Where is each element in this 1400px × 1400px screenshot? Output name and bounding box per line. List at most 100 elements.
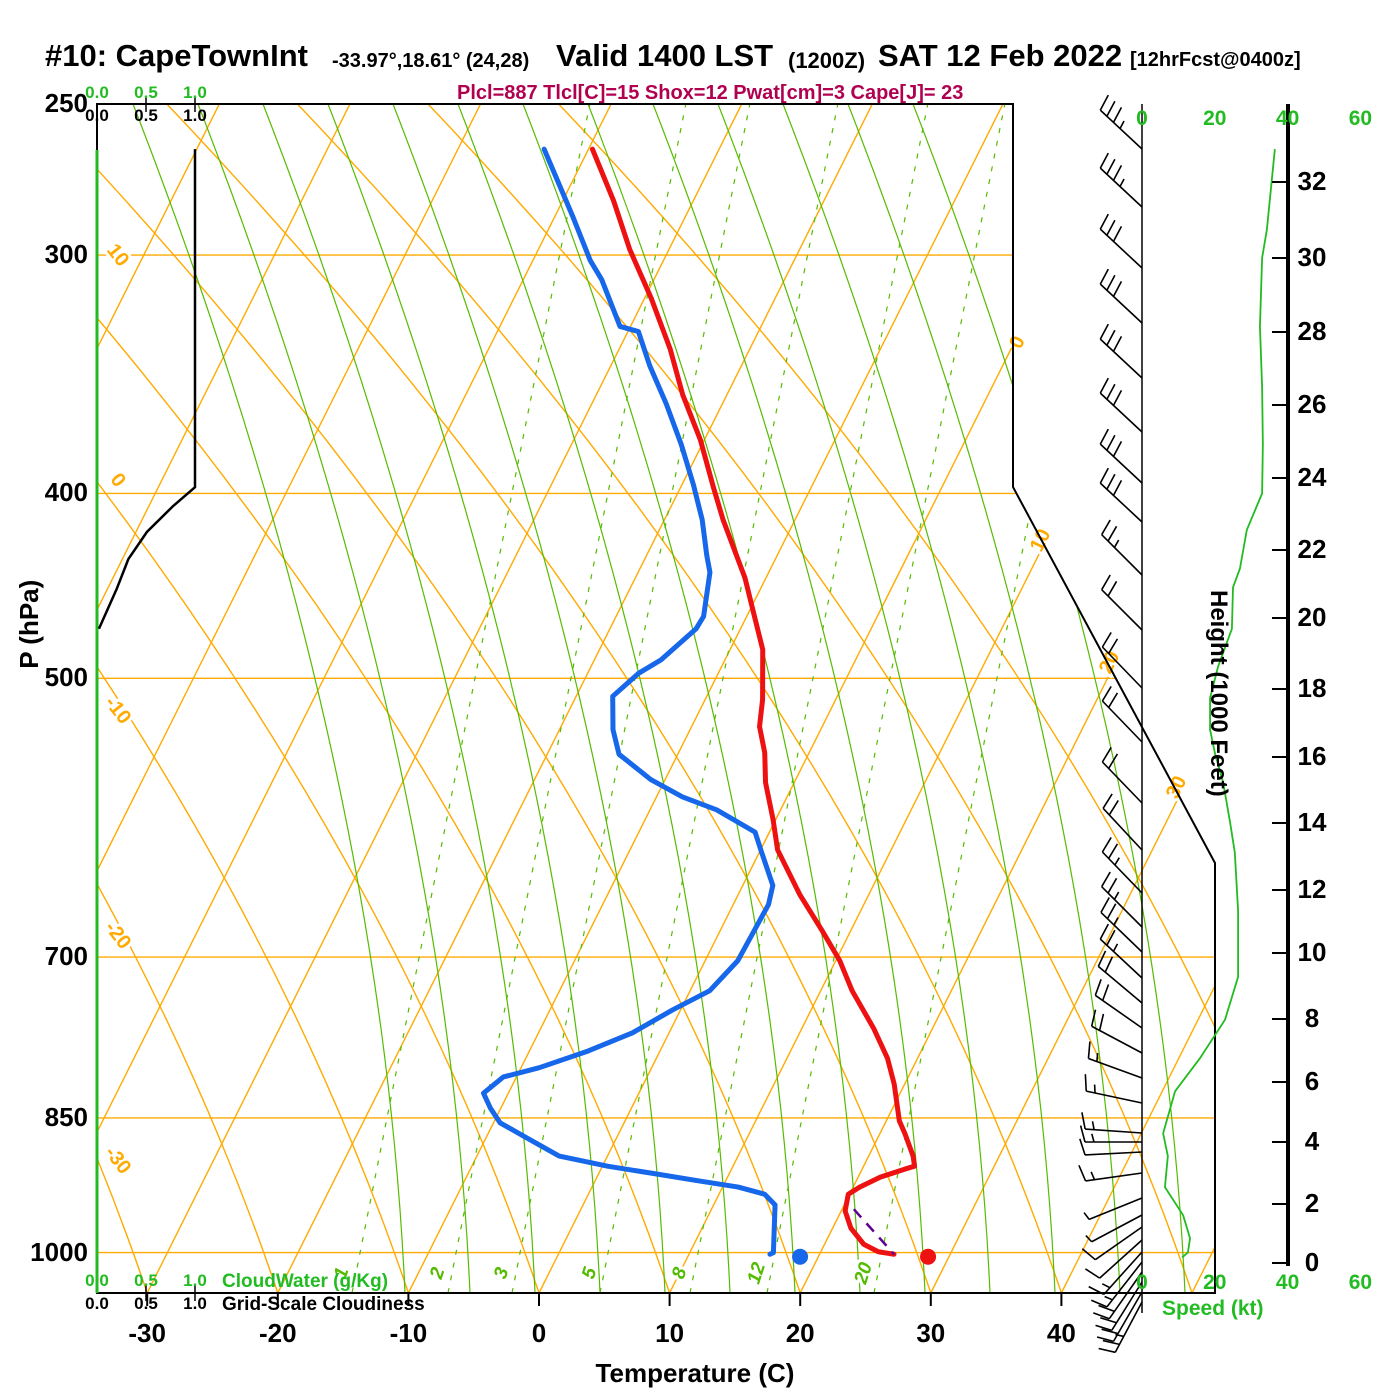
temperature-tick-label: 30 [916,1318,946,1348]
wind-barb [1081,1112,1143,1134]
wind-barbs [1078,94,1143,1354]
height-tick-label: 4 [1304,1126,1320,1156]
cloudwater-scale-tick-top: 1.0 [183,83,207,102]
wind-barb [1090,1009,1143,1054]
height-tick-label: 0 [1304,1247,1320,1277]
height-tick-label: 16 [1297,741,1327,771]
moist-adiabat-line [132,104,406,1293]
isotherm-line [277,104,873,1293]
moist-adiabat-line [782,104,1056,1293]
temperature-tick-label: -20 [259,1318,297,1348]
dry-adiabat-line [166,104,932,1293]
zulu-time: (1200Z) [788,48,866,73]
height-tick-label: 28 [1297,316,1327,346]
temperature-tick-label: -30 [128,1318,166,1348]
moist-adiabat-line [392,104,666,1293]
isotherm-line [97,104,220,1293]
speed-tick-label-bottom: 20 [1203,1271,1227,1294]
cloudwater-scale-tick-bottom: 0.5 [134,1271,158,1290]
isotherm-line [97,104,612,1293]
speed-tick-label-bottom: 0 [1136,1271,1148,1294]
dewpoint-curve [480,146,778,1257]
wind-barb [1099,323,1143,379]
cloudiness-scale-tick-bottom: 1.0 [183,1294,207,1313]
wind-barb [1095,1281,1143,1332]
height-tick-label: 32 [1297,166,1327,196]
wind-barb [1100,897,1143,953]
wind-barb [1081,1226,1143,1261]
temperature-tick-label: -10 [389,1318,428,1348]
height-tick-label: 6 [1304,1066,1320,1096]
height-tick-label: 10 [1297,937,1327,967]
wind-barb [1084,1074,1143,1104]
temperature-curve [589,146,918,1257]
cloudwater-scale-tick-top: 0.5 [134,83,158,102]
wind-barb [1078,1164,1143,1182]
cloudwater-scale-tick-top: 0.0 [85,83,109,102]
pressure-tick-label: 250 [44,88,88,118]
moist-adiabat-line [587,104,861,1293]
wind-barb [1101,574,1143,631]
pressure-tick-label: 300 [44,239,88,270]
wind-barb [1101,519,1143,576]
cloudiness-scale-tick-top: 0.0 [85,106,109,125]
wind-barb [1090,1261,1143,1308]
wind-barb [1087,1041,1143,1079]
cloudiness-scale-tick-bottom: 0.5 [134,1294,158,1313]
cloudwater-scale-tick-bottom: 0.0 [85,1271,109,1290]
valid-date: SAT 12 Feb 2022 [878,38,1123,73]
wind-barb [1098,1301,1143,1354]
sounding-parameters: Plcl=887 Tlcl[C]=15 Shox=12 Pwat[cm]=3 C… [457,82,964,104]
temperature-surface-dot [920,1248,937,1265]
moist-adiabat-line [847,104,1121,1293]
pressure-tick-label: 500 [44,662,88,693]
dry-adiabat-line [97,104,410,1293]
wind-barb [1084,1239,1143,1279]
moist-adiabat-line [262,104,536,1293]
speed-tick-label-top: 60 [1348,107,1373,130]
cloudiness-scale-title: Grid-Scale Cloudiness [222,1294,425,1315]
pressure-tick-label: 700 [44,941,88,972]
temperature-tick-label: 20 [785,1318,815,1348]
moist-adiabat-line [912,104,1186,1293]
isotherm-line [97,104,482,1293]
cloudiness-scale-tick-bottom: 0.0 [85,1294,109,1313]
wind-barb [1079,1125,1142,1143]
wind-barb [1083,1197,1143,1221]
height-tick-label: 24 [1297,462,1327,492]
height-tick-label: 18 [1297,673,1327,703]
temperature-tick-label: 0 [531,1318,547,1348]
wind-barb [1099,467,1143,523]
page-title-station: #10: CapeTownInt [45,38,308,73]
wind-barb [1099,923,1143,979]
pressure-tick-label: 400 [44,477,88,508]
speed-tick-label-bottom: 60 [1348,1271,1373,1294]
wind-barb [1094,979,1143,1029]
parcel-path [852,1208,895,1256]
wind-barb [1101,871,1143,928]
wind-barb [1101,747,1143,804]
cloudiness-profile [97,149,197,630]
wind-barb [1101,632,1143,689]
height-tick-label: 12 [1297,874,1327,904]
cloudwater-scale-title: CloudWater (g/Kg) [222,1271,389,1292]
height-tick-label: 2 [1304,1188,1320,1218]
moist-adiabat-line [197,104,471,1293]
wind-barb [1099,213,1143,269]
background-grid [97,104,1215,1293]
wind-barb [1099,268,1143,324]
wind-speed-curve [1162,149,1276,1259]
wind-barb [1088,1251,1143,1296]
temperature-axis-title: Temperature (C) [595,1358,795,1388]
isotherm-line [799,104,1215,1293]
station-coordinates: -33.97°,18.61° (24,28) [332,50,530,72]
height-tick-label: 8 [1304,1003,1320,1033]
height-tick-label: 30 [1297,242,1327,272]
moist-adiabat-line [327,104,601,1293]
dry-adiabat-line [296,104,1063,1293]
wind-barb [1102,793,1143,851]
isotherm-line [1060,104,1215,1293]
wind-barb [1099,377,1143,433]
